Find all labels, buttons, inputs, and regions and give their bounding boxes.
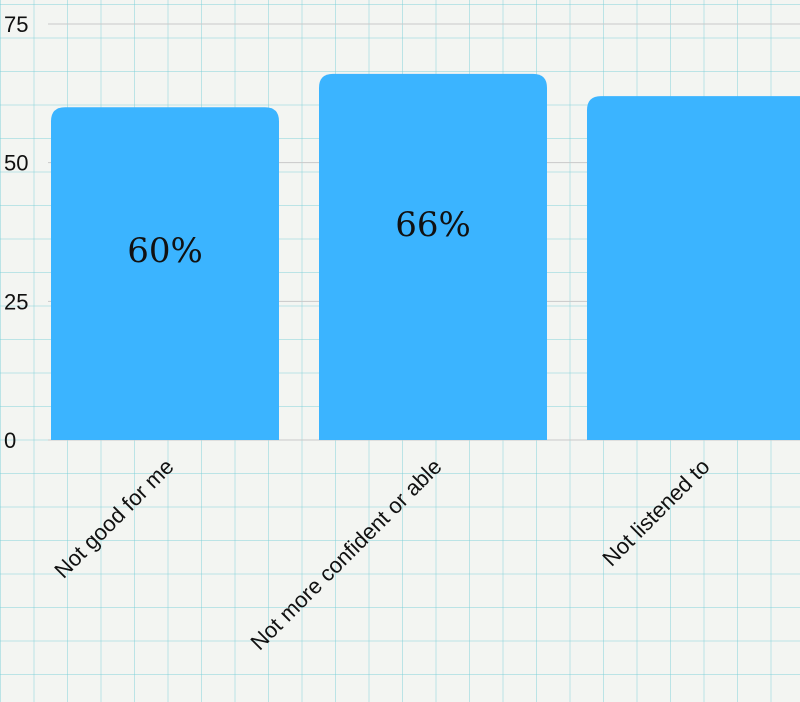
- data-label-1: 60%: [127, 231, 203, 271]
- y-tick-label-75: 75: [4, 12, 28, 37]
- category-labels: Not good for me Not more confident or abl…: [49, 454, 714, 655]
- data-label-2: 66%: [395, 205, 471, 245]
- category-label-1: Not good for me: [49, 454, 178, 583]
- y-tick-label-0: 0: [4, 428, 16, 453]
- bar-1: [51, 107, 279, 440]
- bars: [51, 73, 800, 441]
- data-labels: 60% 66%: [127, 205, 471, 271]
- bar-3: [587, 96, 800, 440]
- category-label-2: Not more confident or able: [246, 454, 447, 655]
- y-tick-label-50: 50: [4, 151, 28, 176]
- category-label-3: Not listened to: [597, 454, 714, 571]
- y-axis-ticks: 0 25 50 75: [4, 12, 28, 453]
- bar-2: [319, 73, 547, 441]
- y-tick-label-25: 25: [4, 289, 28, 314]
